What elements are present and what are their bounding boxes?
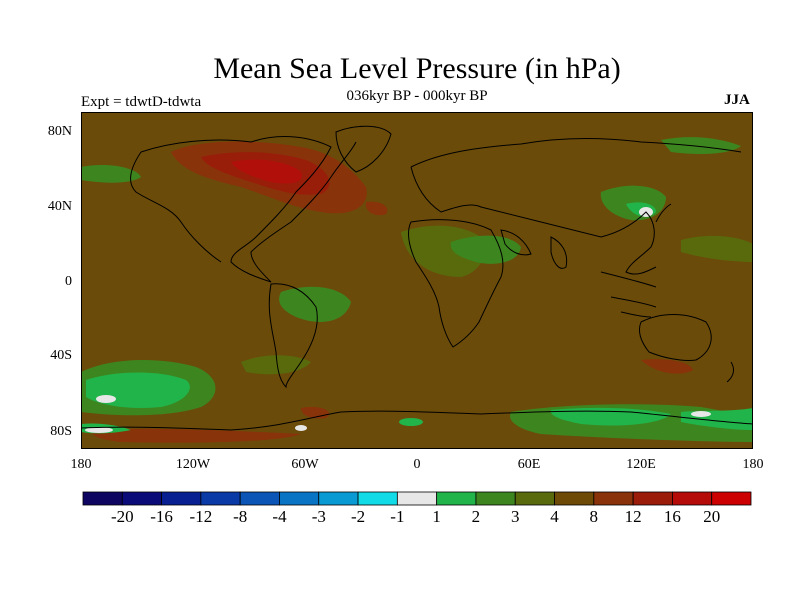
colorbar-swatch — [239, 491, 280, 506]
lat-label: 40S — [50, 348, 72, 363]
colorbar-tick-label: -20 — [110, 507, 134, 526]
lon-label: 60E — [517, 457, 541, 472]
colorbar-swatch — [593, 491, 634, 506]
colorbar-tick-label: -12 — [189, 507, 213, 526]
colorbar-tick-label: 20 — [703, 507, 721, 526]
lat-label: 80S — [50, 424, 72, 439]
experiment-label: Expt = tdwtD-tdwta — [81, 94, 202, 110]
coastlines — [81, 125, 753, 431]
map-subtitle: 036kyr BP - 000kyr BP — [346, 88, 488, 104]
colorbar-swatch — [279, 491, 320, 506]
colorbar-tick-label: -16 — [150, 507, 173, 526]
colorbar — [82, 491, 752, 506]
colorbar-swatch — [396, 491, 438, 506]
lon-label: 120W — [175, 457, 211, 472]
colorbar-tick-label: 8 — [589, 507, 599, 526]
colorbar-swatch — [357, 491, 398, 506]
colorbar-swatch — [318, 491, 359, 506]
colorbar-tick-label: 12 — [624, 507, 642, 526]
colorbar-swatch — [672, 491, 713, 506]
lat-label: 80N — [47, 124, 72, 139]
colorbar-tick-label: 3 — [510, 507, 520, 526]
colorbar-tick-label: 16 — [663, 507, 681, 526]
lat-label: 40N — [47, 199, 72, 214]
colorbar-tick-label: -8 — [233, 507, 248, 526]
colorbar-swatch — [161, 491, 202, 506]
colorbar-tick-label: -1 — [390, 507, 405, 526]
colorbar-swatch — [200, 491, 241, 506]
colorbar-swatch — [632, 491, 673, 506]
colorbar-tick-label: 4 — [550, 507, 559, 526]
colorbar-swatch — [514, 491, 555, 506]
colorbar-swatch — [554, 491, 595, 506]
lon-label: 120E — [626, 457, 656, 472]
colorbar-tick-label: -4 — [272, 507, 287, 526]
lon-label: 180 — [70, 457, 92, 472]
colorbar-swatch — [436, 491, 477, 506]
colorbar-swatch — [475, 491, 516, 506]
map-frame — [81, 112, 753, 449]
pressure-map — [81, 112, 753, 449]
lat-label: 0 — [65, 274, 72, 289]
lon-label: 60W — [291, 457, 319, 472]
colorbar-tick-label: 1 — [432, 507, 441, 526]
colorbar-tick-label: 2 — [471, 507, 481, 526]
colorbar-swatch — [711, 491, 752, 506]
positive-anomaly-region — [91, 141, 693, 443]
colorbar-tick-label: -2 — [351, 507, 366, 526]
colorbar-tick-label: -3 — [311, 507, 326, 526]
season-label: JJA — [724, 92, 750, 108]
lon-label: 0 — [413, 457, 421, 472]
green-anomaly-regions — [81, 137, 753, 442]
colorbar-swatch — [82, 491, 123, 506]
lon-label: 180 — [742, 457, 764, 472]
map-title: Mean Sea Level Pressure (in hPa) — [213, 52, 621, 85]
colorbar-swatch — [121, 491, 162, 506]
